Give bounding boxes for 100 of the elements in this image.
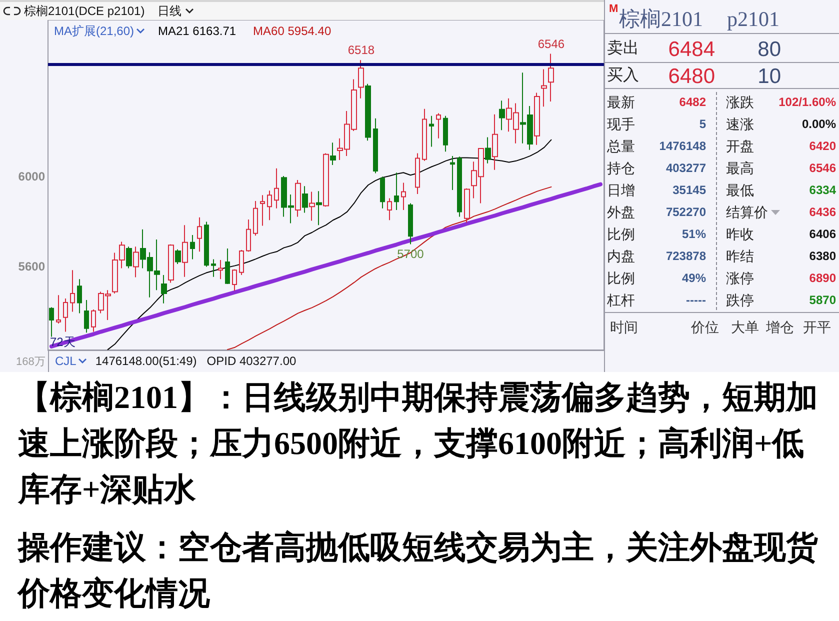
text: 0.00% bbox=[802, 116, 836, 132]
text: 最低 bbox=[726, 181, 754, 199]
text: 日增 bbox=[607, 181, 635, 199]
candlestick bbox=[91, 308, 96, 332]
candlestick bbox=[380, 176, 385, 209]
text: 168万 bbox=[16, 355, 46, 369]
chart-subtitle: 日线 bbox=[158, 2, 182, 20]
text: OPID 403277.00 bbox=[206, 354, 296, 368]
candlestick bbox=[267, 190, 272, 221]
text: 1476148 bbox=[659, 138, 706, 154]
text: 6436 bbox=[809, 204, 836, 220]
text: 卖出 bbox=[607, 39, 639, 59]
candlestick bbox=[401, 182, 406, 210]
text: 涨跌 bbox=[726, 93, 754, 111]
candlestick bbox=[499, 100, 505, 131]
candlestick bbox=[84, 300, 89, 334]
candlestick bbox=[63, 298, 68, 332]
annotation: 6518 bbox=[348, 43, 375, 58]
candlestick bbox=[197, 216, 202, 252]
text: 棕榈2101 bbox=[619, 6, 703, 32]
annotation: 6546 bbox=[538, 36, 565, 51]
text: 49% bbox=[682, 270, 706, 286]
text: 51% bbox=[682, 226, 706, 242]
candlestick bbox=[182, 224, 188, 278]
candlestick bbox=[190, 234, 195, 260]
candlestick bbox=[218, 259, 223, 280]
text: 开平 bbox=[803, 318, 831, 336]
text: M bbox=[609, 2, 618, 16]
text: 最新 bbox=[607, 93, 635, 111]
text: 比例 bbox=[607, 225, 635, 243]
candlestick bbox=[211, 258, 216, 278]
candlestick bbox=[373, 118, 378, 174]
text: CJL bbox=[55, 354, 76, 368]
y-tick-label: 6000 bbox=[18, 170, 46, 184]
candlestick bbox=[302, 186, 308, 214]
text: MA21 6163.71 bbox=[158, 24, 236, 38]
text: ----- bbox=[686, 292, 706, 308]
y-tick-label: 5600 bbox=[18, 260, 46, 274]
text: 买入 bbox=[607, 66, 639, 86]
candlestick bbox=[274, 168, 279, 209]
candlestick bbox=[204, 221, 209, 268]
text: p2101 bbox=[727, 6, 780, 32]
text: 5870 bbox=[809, 292, 836, 308]
candlestick bbox=[365, 83, 371, 142]
line-series bbox=[50, 182, 602, 348]
candlestick bbox=[295, 180, 301, 218]
candlestick bbox=[309, 191, 315, 222]
candlestick bbox=[161, 274, 167, 304]
candlestick bbox=[415, 152, 420, 195]
text: 大单 bbox=[731, 318, 759, 336]
candlestick bbox=[548, 53, 554, 102]
text: 1476148.00(51:49) bbox=[95, 354, 197, 368]
candlestick bbox=[260, 194, 265, 226]
chart-title: 棕榈2101(DCE p2101) bbox=[24, 2, 145, 20]
candlestick bbox=[492, 114, 498, 170]
candlestick bbox=[126, 246, 132, 269]
text: 【棕榈2101】：日线级别中期保持震荡偏多趋势，短期加速上涨阶段；压力6500附近，支撑6100附近；高利润+低库存+深贴水 bbox=[18, 378, 819, 509]
text: 外盘 bbox=[607, 203, 635, 221]
text: 跌停 bbox=[726, 291, 754, 309]
text: 最高 bbox=[726, 159, 754, 177]
text: 昨收 bbox=[726, 225, 754, 243]
text: 结算价 bbox=[726, 203, 768, 221]
text: 总量 bbox=[607, 137, 635, 155]
candlestick bbox=[239, 250, 244, 276]
text: 6380 bbox=[809, 248, 836, 264]
text: 比例 bbox=[607, 269, 635, 287]
legend-title: MA扩展(21,60) bbox=[54, 22, 134, 40]
text: 6406 bbox=[809, 226, 836, 242]
candlestick bbox=[408, 202, 413, 245]
candlestick bbox=[450, 155, 455, 190]
text: 35145 bbox=[672, 182, 706, 198]
candlestick bbox=[49, 306, 54, 338]
candlestick bbox=[464, 188, 470, 224]
text: 涨停 bbox=[726, 269, 754, 287]
candlestick bbox=[457, 156, 462, 218]
text: 6482 bbox=[679, 94, 706, 110]
text: 403277 bbox=[666, 160, 706, 176]
candlestick bbox=[436, 112, 441, 139]
text: 6334 bbox=[809, 182, 836, 198]
candlestick bbox=[77, 278, 82, 314]
text: 10 bbox=[758, 64, 781, 88]
candlestick bbox=[168, 244, 174, 284]
candlestick bbox=[429, 115, 434, 148]
candlestick bbox=[394, 172, 399, 210]
candlestick bbox=[387, 198, 392, 221]
candlestick bbox=[225, 248, 230, 285]
candlestick bbox=[422, 108, 427, 162]
text: 6890 bbox=[809, 270, 836, 286]
text: 现手 bbox=[607, 115, 635, 133]
text: 723878 bbox=[666, 248, 706, 264]
text: 6546 bbox=[809, 160, 836, 176]
text: 速涨 bbox=[726, 115, 754, 133]
candlestick bbox=[541, 68, 547, 108]
text: 时间 bbox=[610, 318, 638, 336]
text: 5 bbox=[699, 116, 706, 132]
text: 昨结 bbox=[726, 247, 754, 265]
text: 增仓 bbox=[766, 318, 794, 336]
line-series bbox=[107, 139, 552, 350]
line-series bbox=[226, 186, 552, 350]
candlestick bbox=[232, 268, 237, 292]
